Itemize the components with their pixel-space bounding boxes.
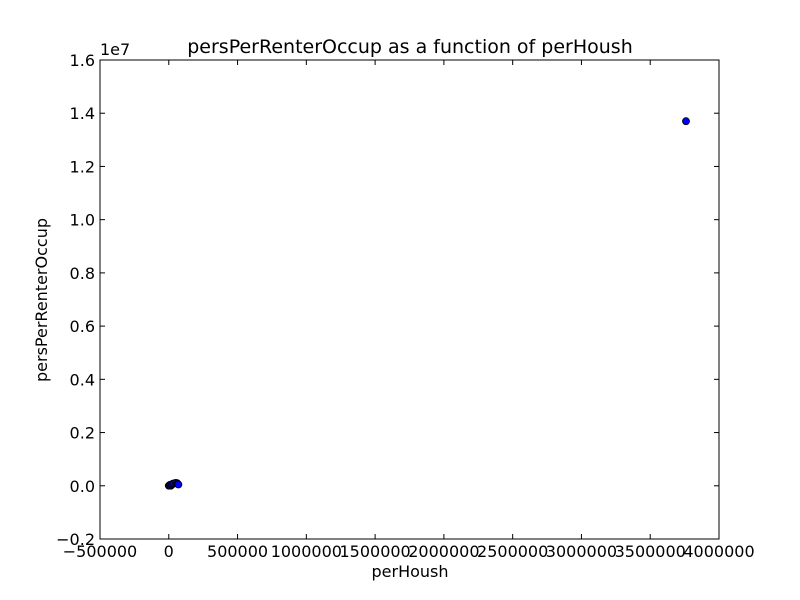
y-tick-label: 0.8 — [70, 264, 95, 283]
x-tick-label: 1500000 — [339, 542, 410, 561]
y-axis-offset-label: 1e7 — [100, 40, 130, 59]
y-tick-label: 1.6 — [70, 51, 95, 70]
y-tick-label: 0.2 — [70, 424, 95, 443]
y-tick-label: 0.6 — [70, 317, 95, 336]
plot-frame — [99, 59, 720, 540]
y-tick-label: 1.4 — [70, 104, 95, 123]
x-tick-label: 0 — [164, 542, 174, 561]
x-tick-label: 3000000 — [546, 542, 617, 561]
x-axis-label: perHoush — [371, 562, 448, 581]
y-tick-label: 0.0 — [70, 477, 95, 496]
y-tick-label: 1.2 — [70, 157, 95, 176]
axis-ticks: −500000 0 500000 10000001500000200000025000… — [56, 51, 754, 561]
y-tick-label: 1.0 — [70, 211, 95, 230]
y-axis-label: persPerRenterOccup — [32, 218, 51, 382]
x-tick-label: 1000000 — [271, 542, 342, 561]
x-tick-label: 2500000 — [477, 542, 548, 561]
chart-title: persPerRenterOccup as a function of perH… — [187, 36, 633, 58]
plot-area — [164, 117, 690, 490]
x-tick-label: 500000 — [207, 542, 268, 561]
y-tick-label: 0.4 — [70, 370, 95, 389]
data-point — [682, 117, 690, 126]
x-tick-label: 3500000 — [615, 542, 686, 561]
y-tick-label: −0.2 — [56, 530, 95, 549]
data-point — [174, 480, 183, 489]
x-tick-label: −500000 — [63, 542, 137, 561]
x-tick-label: 2000000 — [408, 542, 479, 561]
x-tick-label: 4000000 — [683, 542, 754, 561]
